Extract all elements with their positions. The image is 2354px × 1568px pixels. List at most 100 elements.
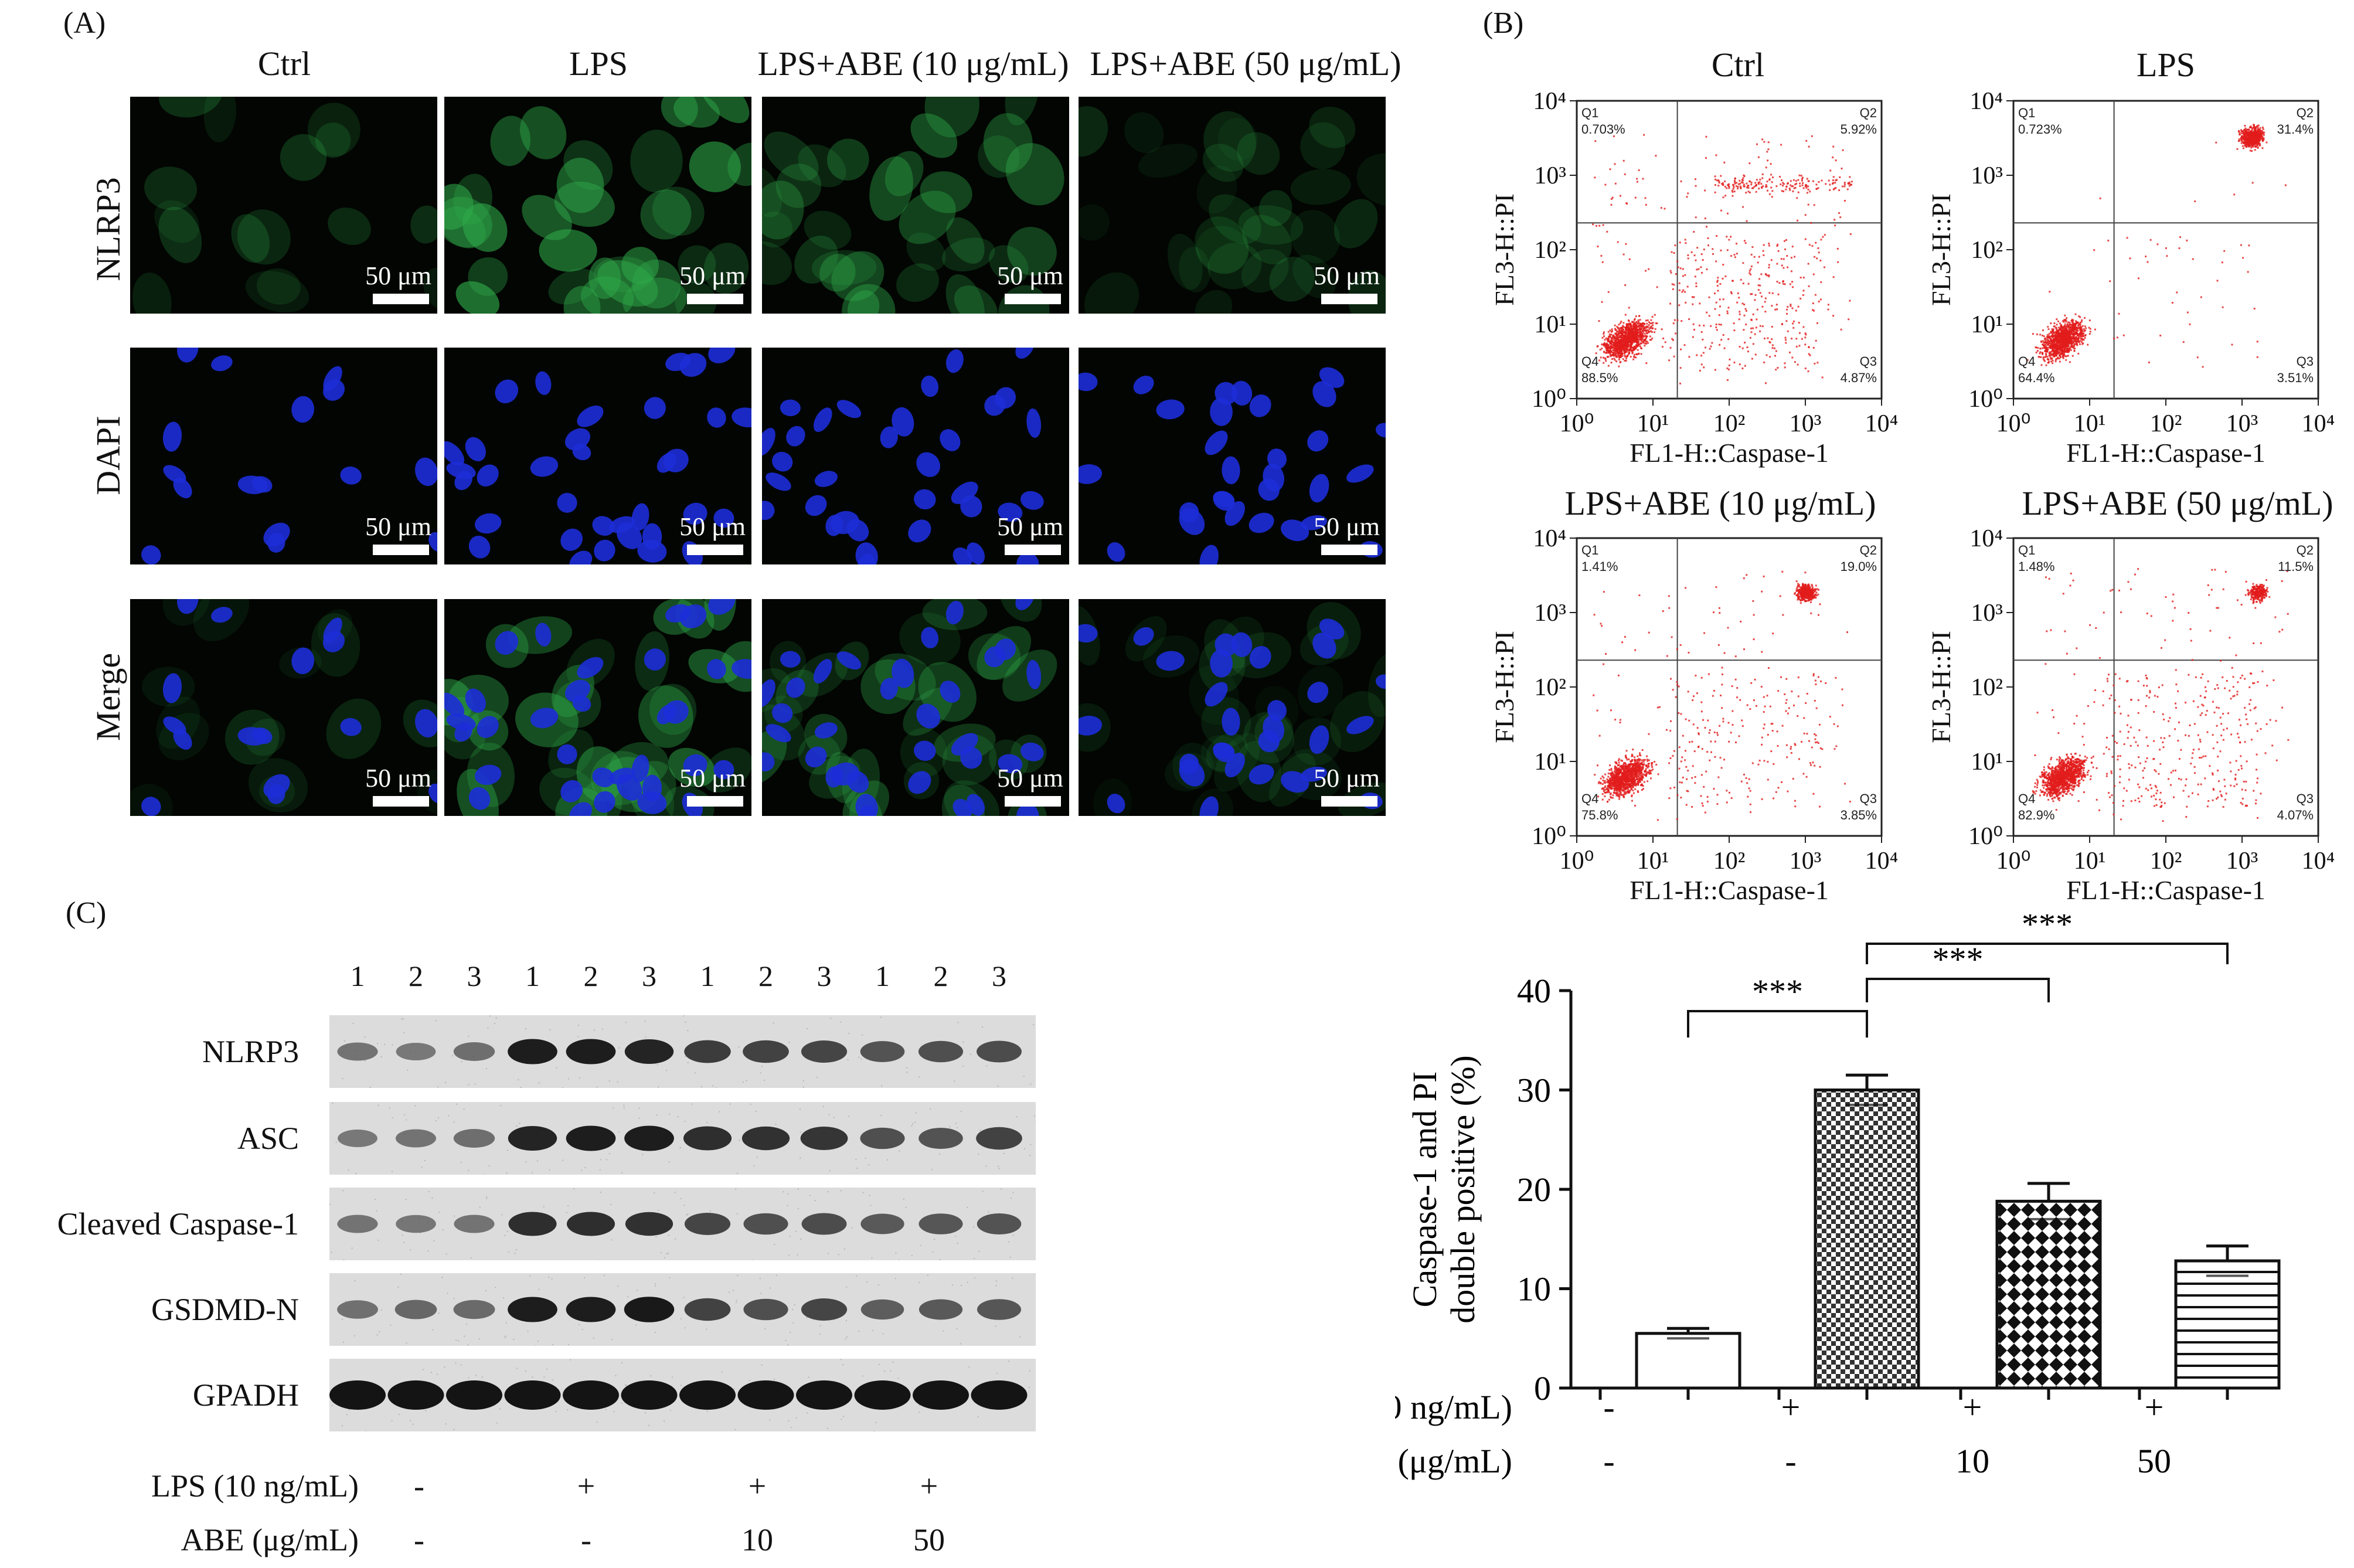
micrograph-merge-abe10: 50 μm (762, 599, 1069, 816)
y-tick-label: 10 (1517, 1270, 1551, 1308)
blot-label: GSDMD-N (151, 1292, 299, 1327)
flow-plot: Q1 1.41% Q2 19.0% Q3 3.85% Q4 75.8% 10⁰ 10⁰ 10¹ 10¹… (1489, 521, 1946, 912)
quadrant-value: 19.0% (1841, 559, 1877, 574)
significance-bracket (1687, 1010, 1868, 1038)
scale-bar (687, 545, 743, 555)
lane-number: 1 (525, 960, 540, 992)
scale-bar-label: 50 μm (997, 512, 1063, 541)
quadrant-label: Q4 (1581, 791, 1598, 806)
y-tick-label: 10⁰ (1968, 823, 2003, 850)
y-tick-label: 10⁴ (1533, 88, 1566, 115)
micrograph-merge-abe50: 50 μm (1079, 599, 1386, 816)
wb-abe-value: 50 (913, 1522, 945, 1557)
quadrant-label: Q3 (1860, 791, 1877, 806)
y-tick-label: 10⁰ (1968, 386, 2003, 413)
scale-bar (373, 294, 429, 304)
lane-number: 2 (409, 960, 423, 992)
quadrant-label: Q1 (1581, 106, 1598, 120)
bar-abe-label: ABE (μg/mL) (1395, 1442, 1512, 1480)
quadrant-value: 5.92% (1841, 122, 1877, 137)
micrograph-dapi-abe10: 50 μm (762, 348, 1069, 564)
x-tick-label: 10² (2150, 410, 2182, 437)
x-tick-label: 10⁰ (1996, 848, 2031, 875)
col-label-abe10: LPS+ABE (10 μg/mL) (757, 45, 1069, 83)
x-tick-label: 10² (1713, 848, 1746, 875)
bar-lps-label: LPS (10 ng/mL) (1395, 1388, 1512, 1426)
y-tick-label: 10² (1971, 237, 2003, 264)
quadrant-value: 88.5% (1581, 370, 1618, 385)
y-tick-label: 20 (1517, 1171, 1551, 1209)
x-tick-label: 10⁴ (1865, 410, 1899, 437)
x-tick-label: 10¹ (2074, 410, 2106, 437)
quadrant-value: 75.8% (1581, 808, 1618, 822)
lane-number: 2 (758, 960, 773, 992)
panel-b-letter: (B) (1483, 6, 1524, 40)
significance-stars: *** (1933, 940, 1984, 978)
quadrant-value: 3.51% (2277, 370, 2314, 385)
quadrant-value: 31.4% (2277, 122, 2314, 137)
y-tick-label: 30 (1517, 1072, 1551, 1110)
blot-label: Cleaved Caspase-1 (57, 1206, 299, 1242)
y-tick-label: 10¹ (1971, 311, 2003, 338)
scale-bar (1321, 796, 1377, 807)
quadrant-value: 0.703% (1581, 122, 1625, 137)
bar-abe-value: 50 (2137, 1442, 2171, 1480)
quadrant-value: 1.48% (2018, 559, 2054, 574)
wb-abe-value: - (414, 1522, 424, 1557)
y-tick-label: 10³ (1534, 162, 1566, 189)
x-tick-label: 10² (2150, 848, 2182, 875)
wb-abe-value: - (581, 1522, 591, 1557)
micrograph-dapi-abe50: 50 μm (1079, 348, 1386, 564)
flow-plot-title: LPS (2137, 46, 2195, 84)
flow-plot-title: Ctrl (1711, 46, 1765, 84)
y-axis-label: FL3-H::PI (1489, 193, 1519, 306)
blot-strip (329, 1188, 1036, 1260)
y-tick-label: 40 (1517, 972, 1551, 1010)
quadrant-label: Q1 (1581, 543, 1598, 557)
wb-lps-label: LPS (10 ng/mL) (151, 1468, 359, 1504)
wb-lps-value: + (920, 1468, 938, 1504)
lane-number: 3 (467, 960, 482, 992)
scale-bar (1321, 545, 1377, 555)
wb-abe-value: 10 (741, 1522, 773, 1557)
flow-plot-title: LPS+ABE (10 μg/mL) (1564, 484, 1876, 522)
lane-number: 1 (700, 960, 715, 992)
x-tick-label: 10¹ (1637, 410, 1669, 437)
micrograph-dapi-lps: 50 μm (444, 348, 751, 564)
quadrant-value: 4.07% (2277, 808, 2314, 822)
bar-lps-value: - (1603, 1388, 1614, 1426)
y-tick-label: 10² (1534, 237, 1566, 264)
y-tick-label: 10⁴ (1533, 525, 1566, 552)
scale-bar-label: 50 μm (365, 512, 431, 541)
scale-bar-label: 50 μm (997, 261, 1063, 290)
quadrant-value: 82.9% (2018, 808, 2054, 822)
y-tick-label: 10³ (1534, 600, 1566, 627)
y-axis-label: FL3-H::PI (1926, 631, 1956, 743)
bar-abe-value: 10 (1955, 1442, 1989, 1480)
row-label-nlrp3: NLRP3 (89, 177, 127, 281)
quadrant-value: 4.87% (1841, 370, 1877, 385)
y-axis-label-line1: Caspase-1 and PI (1406, 1072, 1444, 1308)
quadrant-label: Q3 (2297, 354, 2314, 369)
x-axis-label: FL1-H::Caspase-1 (1630, 438, 1829, 468)
flow-dots (1593, 570, 1851, 821)
scale-bar-label: 50 μm (1314, 261, 1380, 290)
bar-chart: 0 10 20 30 40 *** *** *** Caspase-1 and PI double… (1290, 905, 2309, 1562)
scale-bar (687, 796, 743, 807)
quadrant-value: 0.723% (2018, 122, 2062, 137)
micrograph-nlrp3-ctrl: 50 μm (130, 97, 437, 314)
row-label-merge: Merge (89, 652, 127, 742)
lane-number: 3 (817, 960, 832, 992)
col-label-lps: LPS (569, 45, 628, 83)
bar (1635, 1332, 1741, 1390)
scale-bar (1005, 545, 1061, 555)
scale-bar (373, 545, 429, 555)
lane-number: 3 (992, 960, 1006, 992)
micrograph-merge-lps: 50 μm (444, 599, 751, 816)
significance-stars: *** (1752, 972, 1803, 1011)
x-tick-label: 10³ (1790, 410, 1822, 437)
quadrant-label: Q4 (2018, 791, 2035, 806)
x-tick-label: 10⁴ (2302, 410, 2335, 437)
scale-bar (1321, 294, 1377, 304)
bar-lps-value: + (1781, 1388, 1801, 1426)
